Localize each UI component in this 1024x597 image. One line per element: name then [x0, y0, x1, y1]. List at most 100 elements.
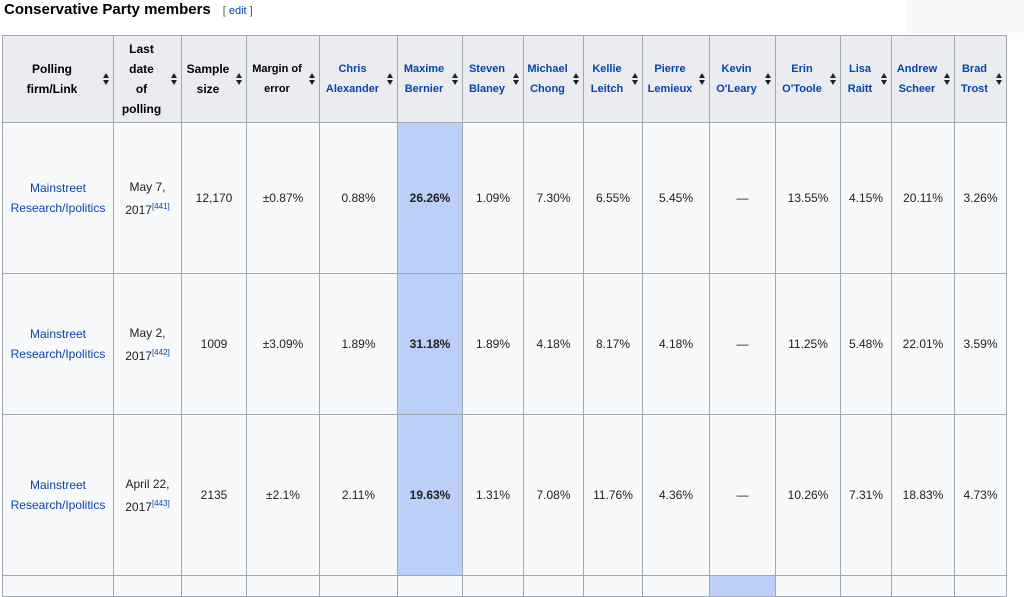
value-cell: 4.73% — [954, 414, 1007, 576]
value-cell: — — [709, 273, 776, 415]
value-cell: 1.31% — [462, 414, 524, 576]
value-cell: 11.76% — [583, 414, 643, 576]
leading-value-cell: 26.26% — [397, 122, 463, 274]
empty-cell — [523, 575, 584, 597]
section-heading: Conservative Party members [edit] — [4, 1, 253, 23]
value-cell: 22.01% — [891, 273, 955, 415]
value-cell: 3.26% — [954, 122, 1007, 274]
sort-icon[interactable] — [513, 73, 520, 85]
value-cell: 2.11% — [319, 414, 398, 576]
empty-cell — [2, 575, 114, 597]
value-cell: 8.17% — [583, 273, 643, 415]
sort-icon[interactable] — [765, 73, 772, 85]
top-band — [0, 0, 905, 33]
col-header-andrew-scheer[interactable]: Andrew Scheer — [891, 35, 955, 123]
sort-icon[interactable] — [830, 73, 837, 85]
empty-cell — [319, 575, 398, 597]
table-row: Mainstreet Research/Ipolitics May 7, 2017[… — [2, 122, 1007, 274]
empty-cell — [954, 575, 1007, 597]
value-cell: 1.89% — [462, 273, 524, 415]
value-cell: 5.48% — [840, 273, 892, 415]
empty-cell — [113, 575, 182, 597]
col-header-chris-alexander[interactable]: Chris Alexander — [319, 35, 398, 123]
empty-cell — [583, 575, 643, 597]
value-cell: 20.11% — [891, 122, 955, 274]
value-cell: 4.36% — [642, 414, 710, 576]
polling-firm-cell: Mainstreet Research/Ipolitics — [2, 273, 114, 415]
polling-firm-link[interactable]: Mainstreet Research/Ipolitics — [10, 327, 106, 361]
value-cell: 0.88% — [319, 122, 398, 274]
col-header-erin-otoole[interactable]: Erin O'Toole — [775, 35, 841, 123]
sort-icon[interactable] — [171, 73, 178, 85]
table-row-partial — [2, 575, 1007, 597]
edit-link[interactable]: edit — [228, 5, 247, 17]
col-header-pierre-lemieux[interactable]: Pierre Lemieux — [642, 35, 710, 123]
sort-icon[interactable] — [236, 73, 243, 85]
top-right-band — [905, 0, 1024, 33]
sort-icon[interactable] — [632, 73, 639, 85]
value-cell: 11.25% — [775, 273, 841, 415]
polling-firm-link[interactable]: Mainstreet Research/Ipolitics — [10, 181, 106, 215]
sample-size-cell: 2135 — [181, 414, 247, 576]
poll-date-cell: May 2, 2017[442] — [113, 273, 182, 415]
sort-icon[interactable] — [996, 73, 1003, 85]
value-cell: 5.45% — [642, 122, 710, 274]
value-cell: 4.18% — [642, 273, 710, 415]
margin-of-error-cell: ±3.09% — [246, 273, 320, 415]
value-cell: 6.55% — [583, 122, 643, 274]
empty-cell — [891, 575, 955, 597]
poll-date-cell: April 22, 2017[443] — [113, 414, 182, 576]
value-cell: 3.59% — [954, 273, 1007, 415]
header-row: Polling firm/Link Last date of polling Sampl… — [2, 35, 1007, 123]
col-header-kevin-oleary[interactable]: Kevin O'Leary — [709, 35, 776, 123]
empty-cell — [246, 575, 320, 597]
value-cell: 1.89% — [319, 273, 398, 415]
sort-icon[interactable] — [699, 73, 706, 85]
sort-icon[interactable] — [573, 73, 580, 85]
col-header-steven-blaney[interactable]: Steven Blaney — [462, 35, 524, 123]
table-row: Mainstreet Research/Ipolitics April 22, 20… — [2, 414, 1007, 576]
col-header-polling-firm[interactable]: Polling firm/Link — [2, 35, 114, 123]
value-cell: 7.30% — [523, 122, 584, 274]
sort-icon[interactable] — [103, 73, 110, 85]
edit-section: [edit] — [222, 5, 253, 17]
col-header-margin-of-error[interactable]: Margin of error — [246, 35, 320, 123]
polling-table: Polling firm/Link Last date of polling Sampl… — [2, 35, 1007, 597]
sort-icon[interactable] — [881, 73, 888, 85]
margin-of-error-cell: ±2.1% — [246, 414, 320, 576]
col-header-kellie-leitch[interactable]: Kellie Leitch — [583, 35, 643, 123]
sort-icon[interactable] — [452, 73, 459, 85]
value-cell: 18.83% — [891, 414, 955, 576]
col-header-lisa-raitt[interactable]: Lisa Raitt — [840, 35, 892, 123]
col-header-brad-trost[interactable]: Brad Trost — [954, 35, 1007, 123]
reference-link[interactable]: [443] — [151, 498, 170, 508]
polling-firm-cell: Mainstreet Research/Ipolitics — [2, 122, 114, 274]
value-cell: 4.18% — [523, 273, 584, 415]
polling-firm-cell: Mainstreet Research/Ipolitics — [2, 414, 114, 576]
value-cell: 13.55% — [775, 122, 841, 274]
leading-value-cell: 19.63% — [397, 414, 463, 576]
empty-cell — [462, 575, 524, 597]
value-cell: — — [709, 122, 776, 274]
value-cell: 7.31% — [840, 414, 892, 576]
value-cell: 10.26% — [775, 414, 841, 576]
sort-icon[interactable] — [309, 73, 316, 85]
table-row: Mainstreet Research/Ipolitics May 2, 2017[… — [2, 273, 1007, 415]
polling-firm-link[interactable]: Mainstreet Research/Ipolitics — [10, 478, 106, 512]
section-title: Conservative Party members — [4, 1, 211, 18]
col-header-last-date[interactable]: Last date of polling — [113, 35, 182, 123]
value-cell: 7.08% — [523, 414, 584, 576]
empty-cell — [181, 575, 247, 597]
sort-icon[interactable] — [387, 73, 394, 85]
empty-cell — [397, 575, 463, 597]
margin-of-error-cell: ±0.87% — [246, 122, 320, 274]
col-header-michael-chong[interactable]: Michael Chong — [523, 35, 584, 123]
highlighted-cell — [709, 575, 776, 597]
sample-size-cell: 1009 — [181, 273, 247, 415]
sample-size-cell: 12,170 — [181, 122, 247, 274]
reference-link[interactable]: [442] — [151, 347, 170, 357]
reference-link[interactable]: [441] — [151, 201, 170, 211]
col-header-maxime-bernier[interactable]: Maxime Bernier — [397, 35, 463, 123]
sort-icon[interactable] — [944, 73, 951, 85]
col-header-sample-size[interactable]: Sample size — [181, 35, 247, 123]
